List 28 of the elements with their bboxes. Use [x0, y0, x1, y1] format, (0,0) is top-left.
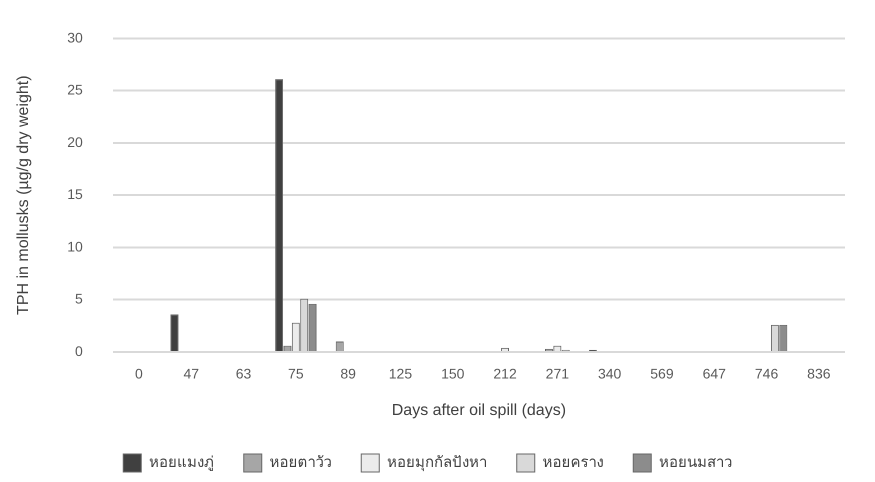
x-tick-label: 125: [388, 365, 412, 382]
y-tick-label: 5: [74, 290, 83, 307]
legend-label: หอยตาวัว: [269, 454, 332, 472]
legend-label: หอยนมสาว: [658, 454, 732, 472]
y-tick-label: 10: [67, 238, 83, 254]
y-tick-label: 30: [67, 29, 83, 46]
y-tick-label: 25: [67, 82, 83, 98]
y-tick-label: 0: [74, 342, 83, 359]
y-tick-label: 20: [67, 134, 83, 150]
x-tick-label: 150: [441, 365, 465, 382]
x-tick-label: 746: [754, 365, 778, 382]
x-tick-label: 340: [598, 365, 622, 382]
x-tick-label: 75: [288, 365, 304, 382]
x-tick-label: 647: [702, 365, 726, 382]
y-tick-label: 15: [67, 186, 83, 202]
x-tick-label: 569: [650, 365, 674, 382]
y-axis-title: TPH in mollusks (µg/g dry weight): [15, 75, 32, 315]
x-tick-label: 0: [135, 365, 144, 382]
x-tick-label: 63: [236, 365, 252, 382]
x-axis-title: Days after oil spill (days): [392, 402, 566, 419]
legend-label: หอยแมงภู่: [148, 454, 214, 472]
x-tick-label: 212: [493, 365, 517, 382]
x-tick-label: 89: [340, 365, 356, 382]
x-tick-label: 836: [807, 365, 831, 382]
x-tick-label: 271: [546, 365, 570, 382]
legend-label: หอยคราง: [542, 454, 604, 472]
x-tick-label: 47: [183, 365, 200, 382]
legend-label: หอยมุกกัลปังหา: [386, 454, 487, 472]
